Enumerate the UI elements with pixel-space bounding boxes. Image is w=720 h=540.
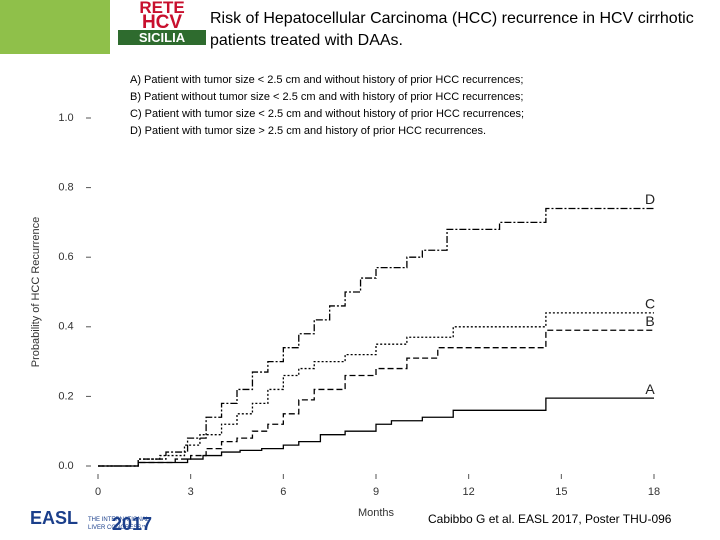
- x-tick-label: 18: [648, 486, 660, 498]
- x-tick-label: 15: [555, 486, 567, 498]
- y-tick-label: 1.0: [58, 112, 73, 124]
- y-axis-label: Probability of HCC Recurrence: [30, 217, 42, 367]
- annotation: D) Patient with tumor size > 2.5 cm and …: [130, 125, 487, 137]
- congress-logo: THE INTERNATIONAL LIVER CONGRESS™: [88, 516, 149, 532]
- citation: Cabibbo G et al. EASL 2017, Poster THU-0…: [428, 512, 672, 526]
- annotation: A) Patient with tumor size < 2.5 cm and …: [130, 74, 524, 86]
- x-tick-label: 6: [280, 486, 286, 498]
- step-line: [98, 329, 654, 467]
- logo-text: SICILIA: [118, 30, 206, 45]
- title: Risk of Hepatocellular Carcinoma (HCC) r…: [210, 10, 694, 49]
- step-line: [98, 397, 654, 467]
- logo-text: RETE: [139, 0, 185, 17]
- easl-logo: EASL: [4, 508, 78, 529]
- annotation: B) Patient without tumor size < 2.5 cm a…: [130, 91, 524, 103]
- y-tick-label: 0.2: [58, 390, 73, 402]
- series-label: A: [645, 381, 655, 397]
- rete-logo: RETE HCV SICILIA: [118, 0, 206, 52]
- y-tick-label: 0.4: [58, 321, 73, 333]
- logo-text: EASL: [30, 508, 79, 528]
- annotations: A) Patient with tumor size < 2.5 cm and …: [130, 72, 524, 140]
- step-line: [98, 312, 654, 467]
- x-tick-label: 3: [188, 486, 194, 498]
- logo-text: HCV: [141, 12, 183, 33]
- x-tick-label: 9: [373, 486, 379, 498]
- logo-text: THE INTERNATIONAL: [88, 517, 150, 523]
- x-tick-label: 12: [463, 486, 475, 498]
- x-axis-label: Months: [358, 507, 395, 519]
- series-label: C: [645, 296, 655, 312]
- annotation: C) Patient with tumor size < 2.5 cm and …: [130, 108, 525, 120]
- y-tick-label: 0.8: [58, 182, 73, 194]
- year-logo: 2017: [112, 514, 153, 534]
- x-tick-label: 0: [95, 486, 101, 498]
- y-tick-label: 0.0: [58, 460, 73, 472]
- y-tick-label: 0.6: [58, 251, 73, 263]
- logo-text: LIVER CONGRESS™: [88, 525, 148, 531]
- series-label: D: [645, 191, 655, 207]
- step-line: [98, 207, 654, 467]
- series-label: B: [645, 313, 654, 329]
- virus-logo: [0, 0, 110, 54]
